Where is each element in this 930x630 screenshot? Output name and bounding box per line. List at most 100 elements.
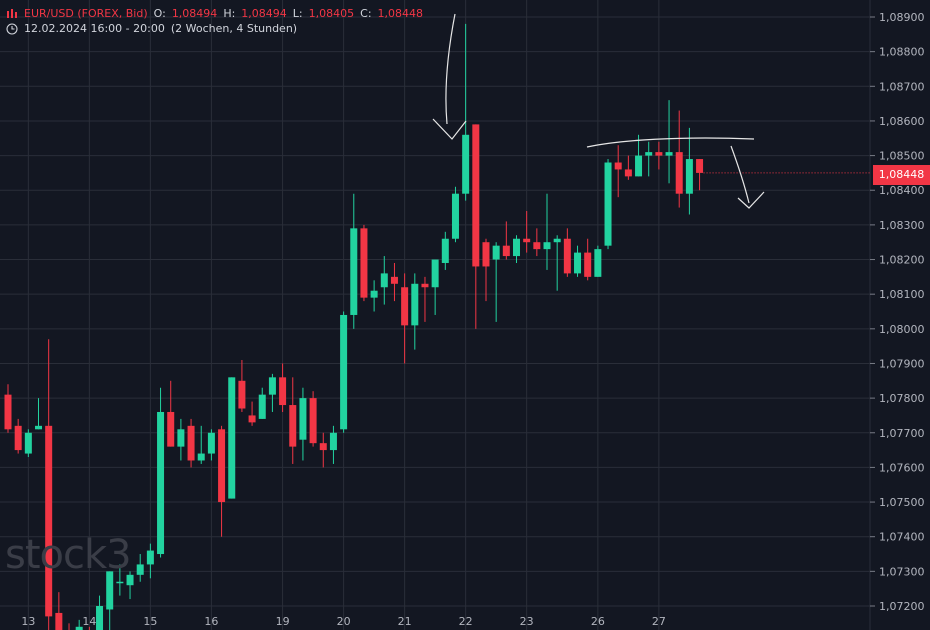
low-label: L:: [292, 7, 303, 20]
candle-body: [187, 425, 195, 461]
price-tick-label: 1,07200: [879, 600, 925, 613]
candle-body: [329, 432, 337, 451]
candle: [116, 564, 124, 596]
candle-body: [502, 245, 510, 257]
candle-body: [207, 432, 215, 454]
arrow-down-drawing-1: [432, 13, 467, 140]
candle: [126, 571, 134, 600]
candle: [553, 235, 561, 291]
candle: [431, 259, 439, 315]
candle: [574, 245, 582, 277]
candle-body: [421, 283, 429, 288]
candle: [258, 387, 266, 419]
candle-body: [136, 564, 144, 575]
candle: [685, 127, 693, 215]
candle: [451, 186, 459, 243]
price-tick-label: 1,08800: [879, 46, 925, 59]
candle-body: [635, 155, 643, 177]
candle-body: [553, 238, 561, 243]
candle: [655, 141, 663, 170]
candle-body: [574, 252, 582, 274]
candle-body: [167, 411, 175, 447]
price-tick-label: 1,07900: [879, 357, 925, 370]
candle-body: [696, 159, 704, 173]
candle-body: [543, 242, 551, 250]
candle-body: [594, 249, 602, 277]
high-label: H:: [223, 7, 236, 20]
candle: [75, 619, 83, 630]
candle-body: [75, 626, 83, 630]
candle-body: [340, 314, 348, 430]
candle: [45, 339, 53, 630]
open-label: O:: [153, 7, 166, 20]
candle: [604, 159, 612, 250]
stock3-watermark: stock3: [5, 532, 132, 578]
candle: [228, 377, 236, 499]
candle-body: [624, 169, 632, 177]
candles-group: [4, 23, 870, 630]
candle-body: [360, 228, 368, 298]
candle: [299, 387, 307, 461]
candle-body: [584, 252, 592, 277]
candle: [584, 238, 592, 281]
candle: [157, 387, 165, 558]
candle: [696, 159, 704, 191]
candle: [319, 432, 327, 468]
clock-icon: [6, 22, 18, 35]
price-tick-label: 1,08400: [879, 184, 925, 197]
candle-body: [238, 380, 246, 409]
candle: [421, 276, 429, 322]
candle: [4, 384, 12, 433]
candle: [24, 429, 32, 458]
candle: [675, 110, 683, 208]
candle-body: [390, 276, 398, 284]
candle: [360, 224, 368, 302]
price-tick-label: 1,07700: [879, 427, 925, 440]
price-tick-label: 1,08700: [879, 80, 925, 93]
candle-body: [126, 574, 134, 586]
candle: [218, 425, 226, 537]
candle-body: [299, 398, 307, 440]
candle-body: [533, 242, 541, 250]
candle: [146, 543, 154, 579]
time-tick-label: 19: [276, 615, 290, 628]
candle: [665, 100, 673, 184]
candle: [136, 554, 144, 582]
candle: [563, 228, 571, 277]
candle-body: [350, 228, 358, 315]
candle-body: [513, 238, 520, 257]
time-tick-label: 23: [520, 615, 534, 628]
candle-body: [35, 425, 43, 430]
time-tick-label: 14: [82, 615, 96, 628]
candle-body: [563, 238, 571, 274]
candle-body: [482, 242, 490, 267]
symbol-name[interactable]: EUR/USD (FOREX, Bid): [24, 7, 148, 20]
candle-body: [614, 162, 622, 170]
candle: [350, 193, 358, 329]
candle: [329, 425, 337, 464]
candle-body: [462, 134, 470, 194]
candle: [370, 280, 378, 312]
candle-body: [401, 287, 409, 326]
time-axis[interactable]: 13 14 15 16 19 20 21 22 23 26 27: [21, 615, 666, 628]
candle: [462, 23, 470, 201]
time-span: (2 Wochen, 4 Stunden): [170, 22, 298, 35]
candle-body: [106, 571, 114, 610]
candle: [55, 592, 63, 630]
chart-type-icon[interactable]: [6, 8, 18, 20]
price-axis[interactable]: 1,08900 1,08800 1,08700 1,08600 1,08500 1,084…: [869, 0, 925, 630]
candle: [411, 273, 419, 350]
candle: [268, 373, 276, 412]
price-tick-label: 1,07500: [879, 496, 925, 509]
candle: [177, 418, 185, 461]
last-price-tag: 1,08448: [873, 165, 930, 185]
candle: [533, 228, 541, 257]
price-tick-label: 1,08500: [879, 150, 925, 163]
candle-body: [116, 581, 124, 584]
candle-body: [279, 377, 287, 406]
candle-body: [472, 124, 480, 267]
price-tick-label: 1,08000: [879, 323, 925, 336]
candle: [492, 242, 500, 322]
candle-body: [441, 238, 449, 263]
